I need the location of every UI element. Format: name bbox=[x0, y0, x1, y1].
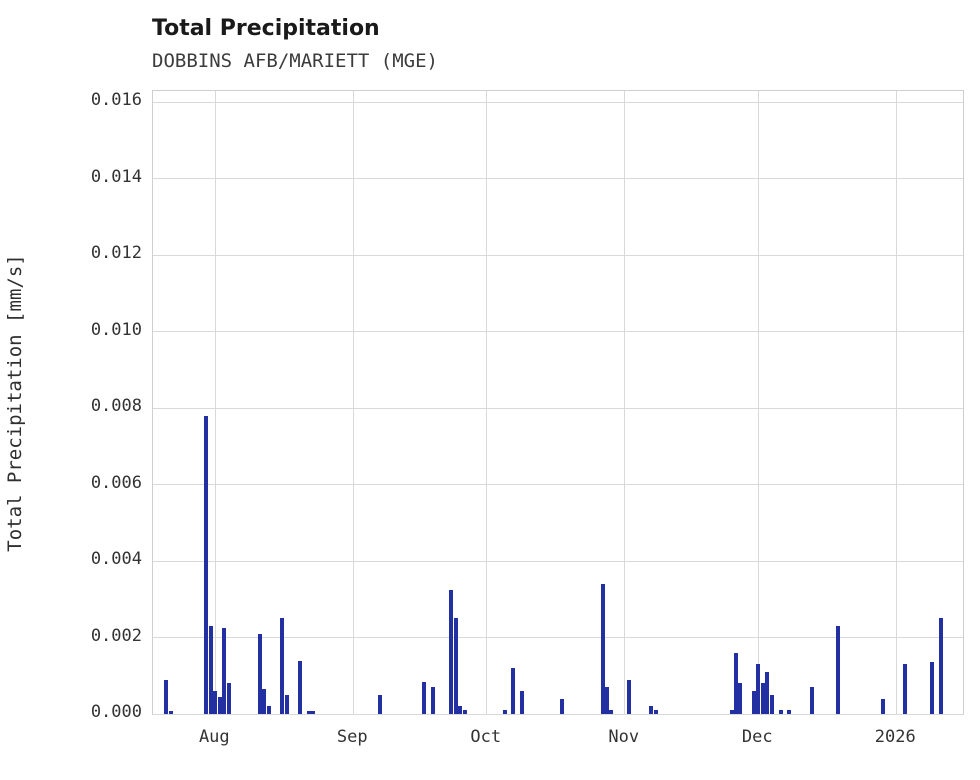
precipitation-bar bbox=[306, 710, 311, 714]
precipitation-bar bbox=[938, 618, 943, 714]
precipitation-bar bbox=[449, 589, 454, 714]
y-tick-label: 0.002 bbox=[90, 625, 142, 646]
x-tick-label: Dec bbox=[741, 727, 773, 747]
y-gridline bbox=[153, 101, 963, 103]
chart-subtitle: DOBBINS AFB/MARIETT (MGE) bbox=[152, 50, 438, 72]
precipitation-bar bbox=[929, 662, 934, 714]
precipitation-bar bbox=[751, 691, 756, 714]
x-tick-label: Sep bbox=[336, 727, 368, 747]
y-tick-label: 0.012 bbox=[90, 243, 142, 264]
precipitation-bar bbox=[222, 628, 227, 714]
precipitation-bar bbox=[453, 618, 458, 714]
precipitation-bar bbox=[609, 710, 614, 714]
precipitation-bar bbox=[511, 668, 516, 714]
precipitation-bar bbox=[649, 706, 654, 714]
precipitation-bar bbox=[422, 681, 427, 714]
precipitation-bar bbox=[164, 679, 169, 714]
plot-area bbox=[152, 90, 964, 715]
precipitation-bar bbox=[217, 696, 222, 714]
precipitation-bar bbox=[760, 683, 765, 714]
precipitation-bar bbox=[880, 698, 885, 714]
precipitation-bar bbox=[458, 706, 463, 714]
y-tick-label: 0.016 bbox=[90, 90, 142, 111]
y-gridline bbox=[153, 407, 963, 409]
precipitation-bar bbox=[502, 710, 507, 714]
y-tick-label: 0.008 bbox=[90, 396, 142, 417]
y-gridline bbox=[153, 560, 963, 562]
y-gridline bbox=[153, 484, 963, 486]
y-gridline bbox=[153, 254, 963, 256]
precipitation-bar bbox=[734, 652, 739, 714]
precipitation-bar bbox=[462, 710, 467, 714]
precipitation-bar bbox=[729, 710, 734, 714]
precipitation-bar bbox=[284, 694, 289, 714]
precipitation-bar bbox=[204, 415, 209, 714]
y-gridline bbox=[153, 637, 963, 639]
y-axis-label: Total Precipitation [mm/s] bbox=[4, 254, 26, 552]
y-tick-label: 0.010 bbox=[90, 319, 142, 340]
precipitation-bar bbox=[213, 691, 218, 714]
x-gridline bbox=[486, 91, 488, 714]
x-gridline bbox=[624, 91, 626, 714]
x-gridline bbox=[214, 91, 216, 714]
y-gridline bbox=[153, 713, 963, 715]
precipitation-bar bbox=[903, 664, 908, 714]
precipitation-bar bbox=[778, 710, 783, 714]
precipitation-bar bbox=[520, 691, 525, 714]
x-tick-label: Nov bbox=[608, 727, 640, 747]
x-gridline bbox=[895, 91, 897, 714]
y-tick-label: 0.014 bbox=[90, 166, 142, 187]
precipitation-bar bbox=[168, 710, 173, 714]
y-gridline bbox=[153, 331, 963, 333]
precipitation-bar bbox=[769, 694, 774, 714]
x-tick-label: Aug bbox=[198, 727, 230, 747]
precipitation-bar bbox=[787, 710, 792, 714]
y-gridline bbox=[153, 178, 963, 180]
y-tick-label: 0.004 bbox=[90, 549, 142, 570]
precipitation-bar bbox=[809, 687, 814, 714]
y-tick-label: 0.000 bbox=[90, 702, 142, 722]
precipitation-bar bbox=[431, 687, 436, 714]
precipitation-bar bbox=[262, 689, 267, 714]
precipitation-bar bbox=[266, 706, 271, 714]
chart-title: Total Precipitation bbox=[152, 16, 380, 41]
y-tick-label: 0.006 bbox=[90, 472, 142, 493]
precipitation-bar bbox=[208, 626, 213, 714]
precipitation-bar bbox=[627, 679, 632, 714]
precipitation-bar bbox=[377, 694, 382, 714]
precipitation-bar bbox=[297, 660, 302, 714]
precipitation-bar bbox=[560, 698, 565, 714]
precipitation-bar bbox=[765, 671, 770, 714]
x-gridline bbox=[757, 91, 759, 714]
precipitation-bar bbox=[226, 683, 231, 714]
x-gridline bbox=[352, 91, 354, 714]
precipitation-bar bbox=[257, 633, 262, 714]
precipitation-bar bbox=[604, 687, 609, 714]
x-tick-label: 2026 bbox=[874, 727, 916, 747]
precipitation-bar bbox=[756, 664, 761, 714]
precipitation-bar bbox=[280, 618, 285, 714]
precipitation-bar bbox=[600, 584, 605, 714]
precipitation-bar bbox=[653, 710, 658, 714]
precipitation-bar bbox=[738, 683, 743, 714]
precipitation-bar bbox=[836, 626, 841, 714]
precipitation-bar bbox=[311, 710, 316, 714]
x-tick-label: Oct bbox=[470, 727, 502, 747]
